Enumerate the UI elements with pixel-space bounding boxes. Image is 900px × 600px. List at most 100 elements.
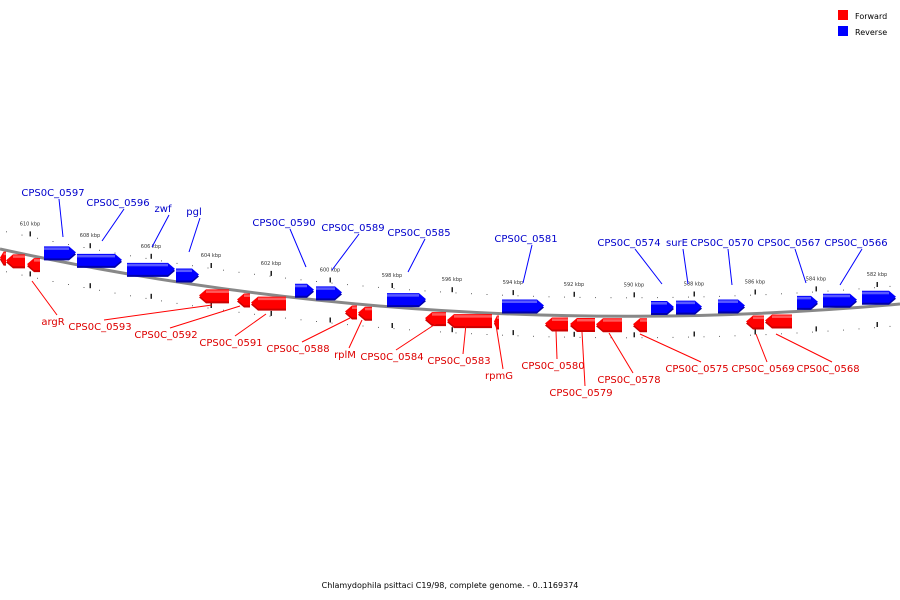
gene-name[interactable]: CPS0C_0567 — [757, 238, 820, 249]
gene-name[interactable]: rplM — [334, 350, 356, 361]
forward-gene-arrow[interactable] — [494, 315, 499, 330]
forward-gene-label[interactable]: CPS0C_0588 — [266, 317, 351, 355]
gene-arrow-body[interactable] — [425, 312, 446, 325]
gene-arrow-body[interactable] — [316, 286, 342, 299]
gene-arrow-body[interactable] — [387, 293, 426, 306]
gene-arrow-body[interactable] — [447, 314, 492, 327]
reverse-gene-label[interactable]: CPS0C_0585 — [387, 228, 451, 273]
forward-gene-label[interactable]: argR — [31, 280, 65, 328]
gene-arrow-body[interactable] — [176, 268, 199, 281]
gene-name[interactable]: CPS0C_0584 — [360, 352, 423, 363]
gene-name[interactable]: CPS0C_0575 — [665, 364, 728, 375]
forward-gene-label[interactable]: CPS0C_0568 — [775, 333, 860, 375]
forward-gene-arrow[interactable] — [345, 305, 357, 320]
gene-name[interactable]: argR — [41, 317, 64, 328]
forward-gene-arrow[interactable] — [545, 317, 568, 332]
gene-name[interactable]: CPS0C_0592 — [134, 330, 197, 341]
gene-arrow-body[interactable] — [199, 289, 229, 302]
gene-name[interactable]: CPS0C_0579 — [549, 388, 612, 399]
reverse-gene-arrow[interactable] — [316, 286, 342, 301]
gene-name[interactable]: CPS0C_0581 — [494, 234, 557, 245]
gene-arrow-body[interactable] — [797, 295, 818, 308]
gene-name[interactable]: rpmG — [485, 371, 513, 382]
gene-arrow-body[interactable] — [345, 305, 357, 318]
gene-arrow-body[interactable] — [295, 283, 314, 296]
forward-gene-label[interactable]: CPS0C_0569 — [731, 333, 795, 375]
gene-arrow-body[interactable] — [746, 315, 764, 328]
gene-arrow-body[interactable] — [251, 296, 286, 309]
forward-gene-label[interactable]: CPS0C_0575 — [639, 333, 729, 375]
gene-arrow-body[interactable] — [718, 299, 745, 312]
gene-name[interactable]: CPS0C_0593 — [68, 322, 131, 333]
reverse-gene-label[interactable]: zwf — [151, 204, 172, 248]
forward-gene-arrow[interactable] — [633, 318, 647, 333]
gene-name[interactable]: zwf — [155, 204, 172, 215]
forward-gene-label[interactable]: CPS0C_0593 — [68, 304, 213, 333]
gene-arrow-body[interactable] — [676, 300, 702, 313]
forward-gene-label[interactable]: rplM — [334, 319, 363, 361]
forward-gene-arrow[interactable] — [6, 254, 25, 269]
reverse-gene-label[interactable]: CPS0C_0574 — [597, 238, 663, 285]
gene-arrow-body[interactable] — [494, 315, 499, 328]
gene-name[interactable]: CPS0C_0578 — [597, 375, 660, 386]
forward-gene-label[interactable]: CPS0C_0591 — [199, 313, 267, 349]
forward-gene-arrow[interactable] — [425, 312, 446, 327]
reverse-gene-label[interactable]: pgl — [186, 207, 202, 253]
reverse-gene-label[interactable]: CPS0C_0597 — [21, 188, 85, 238]
gene-arrow-body[interactable] — [0, 251, 6, 264]
gene-arrow-body[interactable] — [545, 317, 568, 330]
forward-gene-arrow[interactable] — [0, 251, 6, 266]
gene-name[interactable]: CPS0C_0580 — [521, 361, 584, 372]
gene-name[interactable]: CPS0C_0597 — [21, 188, 84, 199]
forward-gene-arrow[interactable] — [570, 317, 595, 332]
reverse-gene-arrow[interactable] — [387, 293, 426, 308]
reverse-gene-label[interactable]: surE — [666, 238, 689, 285]
forward-gene-label[interactable]: rpmG — [485, 324, 513, 382]
gene-name[interactable]: pgl — [186, 207, 201, 218]
reverse-gene-arrow[interactable] — [862, 290, 896, 305]
forward-gene-arrow[interactable] — [596, 318, 622, 333]
gene-name[interactable]: CPS0C_0596 — [86, 198, 149, 209]
reverse-gene-arrow[interactable] — [176, 268, 199, 283]
forward-gene-arrow[interactable] — [251, 296, 286, 311]
gene-arrow-body[interactable] — [651, 301, 674, 314]
reverse-gene-arrow[interactable] — [502, 299, 544, 314]
gene-name[interactable]: CPS0C_0588 — [266, 344, 329, 355]
gene-name[interactable]: CPS0C_0568 — [796, 364, 859, 375]
gene-name[interactable]: CPS0C_0570 — [690, 238, 753, 249]
gene-features[interactable] — [0, 246, 896, 333]
gene-name[interactable]: surE — [666, 238, 688, 249]
gene-arrow-body[interactable] — [765, 314, 792, 327]
forward-gene-arrow[interactable] — [358, 306, 372, 321]
gene-arrow-body[interactable] — [27, 258, 40, 271]
gene-arrow-body[interactable] — [633, 318, 647, 331]
gene-arrow-body[interactable] — [596, 318, 622, 331]
gene-name[interactable]: CPS0C_0566 — [824, 238, 887, 249]
gene-arrow-body[interactable] — [570, 317, 595, 330]
gene-name[interactable]: CPS0C_0569 — [731, 364, 794, 375]
reverse-gene-arrow[interactable] — [295, 283, 314, 298]
reverse-gene-label[interactable]: CPS0C_0589 — [321, 223, 385, 271]
reverse-gene-label[interactable]: CPS0C_0596 — [86, 198, 150, 242]
forward-gene-label[interactable]: CPS0C_0578 — [597, 332, 661, 386]
reverse-gene-arrow[interactable] — [718, 299, 745, 314]
reverse-gene-arrow[interactable] — [127, 262, 175, 277]
gene-arrow-body[interactable] — [127, 262, 175, 275]
reverse-gene-label[interactable]: CPS0C_0590 — [252, 218, 316, 268]
reverse-gene-label[interactable]: CPS0C_0570 — [690, 238, 754, 286]
forward-gene-label[interactable]: CPS0C_0583 — [427, 323, 491, 367]
forward-gene-label[interactable]: CPS0C_0584 — [360, 322, 438, 363]
forward-gene-label[interactable]: CPS0C_0579 — [549, 331, 613, 399]
forward-gene-arrow[interactable] — [447, 314, 492, 329]
gene-arrow-body[interactable] — [358, 306, 372, 319]
gene-arrow-body[interactable] — [237, 293, 250, 306]
reverse-gene-arrow[interactable] — [797, 295, 818, 310]
gene-name[interactable]: CPS0C_0583 — [427, 356, 490, 367]
reverse-gene-arrow[interactable] — [77, 253, 122, 268]
gene-arrow-body[interactable] — [77, 253, 122, 266]
gene-arrow-body[interactable] — [502, 299, 544, 312]
forward-gene-arrow[interactable] — [27, 258, 40, 273]
gene-name[interactable]: CPS0C_0574 — [597, 238, 660, 249]
forward-gene-arrow[interactable] — [765, 314, 792, 329]
gene-name[interactable]: CPS0C_0585 — [387, 228, 450, 239]
